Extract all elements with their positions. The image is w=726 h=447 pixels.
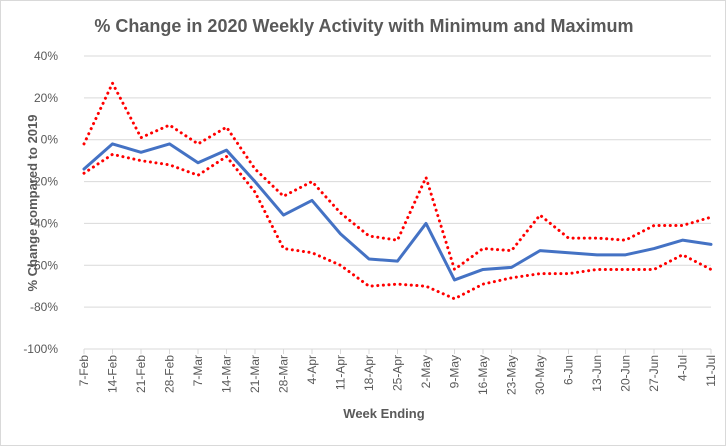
x-tick-label: 9-May [448,355,462,388]
x-tick-label: 2-May [419,355,433,388]
y-tick-label: -80% [30,300,58,314]
x-tick-label: 27-Jun [647,355,661,392]
x-tick-label: 7-Feb [77,355,91,387]
x-tick-label: 28-Mar [277,355,291,393]
x-tick-label: 21-Feb [134,355,148,393]
x-tick-label: 21-Mar [248,355,262,393]
x-tick-label: 16-May [476,355,490,395]
series-lines [82,81,713,301]
chart-title: % Change in 2020 Weekly Activity with Mi… [94,16,633,36]
y-tick-label: -100% [23,342,58,356]
x-tick-label: 13-Jun [590,355,604,392]
x-tick-label: 25-Apr [391,355,405,391]
x-tick-label: 4-Apr [305,355,319,384]
x-tick-label: 7-Mar [191,355,205,386]
x-tick-label: 11-Apr [334,355,348,390]
y-tick-label: 20% [34,91,58,105]
x-tick-label: 28-Feb [163,355,177,393]
y-axis-ticks: 40% 20% 0% -20% -40% -60% -80% -100% [23,49,58,356]
y-tick-label: 0% [41,133,59,147]
series-line-average [82,142,713,282]
x-tick-label: 14-Mar [220,355,234,393]
y-tick-label: -60% [30,258,58,272]
gridlines [84,55,711,350]
x-tick-label: 20-Jun [619,355,633,392]
x-axis-ticks: 7-Feb 14-Feb 21-Feb 28-Feb 7-Mar 14-Mar 21-Mar… [77,349,718,395]
series-line-maximum [82,81,713,271]
x-tick-label: 23-May [505,355,519,395]
y-tick-label: -40% [30,216,58,230]
series-line-minimum [82,152,713,301]
x-axis-title: Week Ending [343,406,424,421]
x-tick-label: 30-May [533,355,547,395]
x-tick-label: 6-Jun [562,355,576,385]
y-tick-label: 40% [34,49,58,63]
x-tick-label: 4-Jul [676,355,690,381]
x-tick-label: 18-Apr [362,355,376,391]
y-tick-label: -20% [30,175,58,189]
x-tick-label: 14-Feb [106,355,120,393]
y-axis-title: % Change compared to 2019 [25,115,40,292]
x-tick-label: 11-Jul [704,355,718,387]
